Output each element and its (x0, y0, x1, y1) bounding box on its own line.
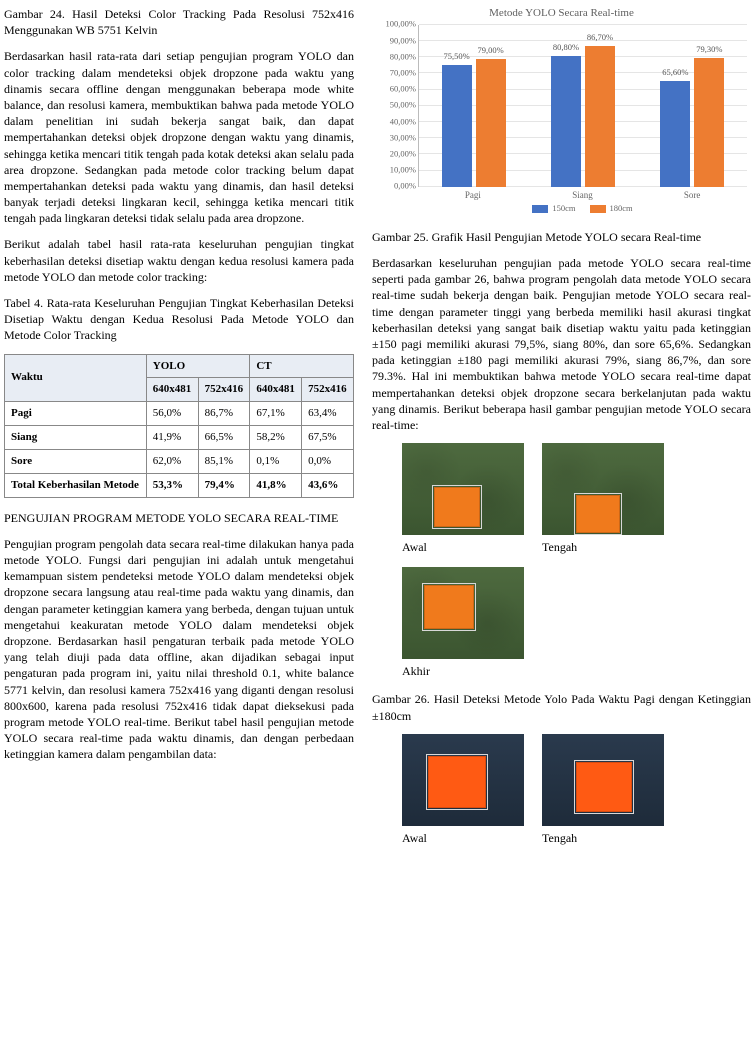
fig25-caption: Gambar 25. Grafik Hasil Pengujian Metode… (372, 229, 751, 245)
y-tick: 50,00% (390, 100, 416, 111)
cell: 67,5% (302, 426, 354, 450)
y-tick: 30,00% (390, 133, 416, 144)
img-label-tengah-2: Tengah (542, 830, 664, 846)
y-tick: 90,00% (390, 35, 416, 46)
th-sub-1: 752x416 (198, 378, 250, 402)
chart-bar: 65,60% (660, 81, 690, 187)
detection-thumb-tengah (542, 443, 664, 535)
y-tick: 100,00% (386, 19, 416, 30)
cell: 53,3% (146, 473, 198, 497)
th-waktu: Waktu (5, 354, 147, 402)
bar-value-label: 80,80% (553, 42, 579, 53)
yolo-realtime-chart: Metode YOLO Secara Real-time 100,00% 90,0… (372, 6, 751, 215)
chart-bar: 79,30% (694, 58, 724, 186)
bar-value-label: 86,70% (587, 32, 613, 43)
cell: 41,9% (146, 426, 198, 450)
detection-thumb-dark-tengah (542, 734, 664, 826)
row-label: Pagi (5, 402, 147, 426)
chart-bar: 75,50% (442, 65, 472, 187)
cell: 0,1% (250, 449, 302, 473)
table-row: Siang 41,9% 66,5% 58,2% 67,5% (5, 426, 354, 450)
cell: 41,8% (250, 473, 302, 497)
left-para-3: Pengujian program pengolah data secara r… (4, 536, 354, 763)
th-ct: CT (250, 354, 354, 378)
chart-group: 65,60%79,30% (638, 25, 747, 187)
legend-item: 180cm (590, 203, 633, 214)
left-para-1: Berdasarkan hasil rata-rata dari setiap … (4, 48, 354, 226)
cell: 63,4% (302, 402, 354, 426)
chart-group: 75,50%79,00% (419, 25, 528, 187)
y-tick: 20,00% (390, 149, 416, 160)
img-label-tengah: Tengah (542, 539, 664, 555)
y-tick: 60,00% (390, 84, 416, 95)
fig26-caption: Gambar 26. Hasil Deteksi Metode Yolo Pad… (372, 691, 751, 723)
y-tick: 70,00% (390, 68, 416, 79)
chart-title: Metode YOLO Secara Real-time (372, 6, 751, 21)
legend-item: 150cm (532, 203, 575, 214)
bar-value-label: 79,30% (696, 44, 722, 55)
detection-thumb-awal (402, 443, 524, 535)
cell: 62,0% (146, 449, 198, 473)
th-sub-0: 640x481 (146, 378, 198, 402)
chart-bar: 86,70% (585, 46, 615, 186)
detection-thumb-akhir (402, 567, 524, 659)
legend-swatch (590, 205, 606, 213)
th-yolo: YOLO (146, 354, 250, 378)
cell: 43,6% (302, 473, 354, 497)
y-tick: 10,00% (390, 165, 416, 176)
cell: 86,7% (198, 402, 250, 426)
table-row: Total Keberhasilan Metode 53,3% 79,4% 41… (5, 473, 354, 497)
row-label: Sore (5, 449, 147, 473)
legend-label: 180cm (610, 203, 633, 213)
bar-value-label: 65,60% (662, 67, 688, 78)
cell: 67,1% (250, 402, 302, 426)
table-row: Sore 62,0% 85,1% 0,1% 0,0% (5, 449, 354, 473)
right-para-1: Berdasarkan keseluruhan pengujian pada m… (372, 255, 751, 433)
fig24-caption: Gambar 24. Hasil Deteksi Color Tracking … (4, 6, 354, 38)
section-heading: PENGUJIAN PROGRAM METODE YOLO SECARA REA… (4, 510, 354, 526)
x-label: Sore (637, 189, 747, 201)
th-sub-2: 640x481 (250, 378, 302, 402)
bar-value-label: 79,00% (478, 45, 504, 56)
table4-caption: Tabel 4. Rata-rata Keseluruhan Pengujian… (4, 295, 354, 344)
x-label: Pagi (418, 189, 528, 201)
img-label-awal-2: Awal (402, 830, 524, 846)
table-row: Pagi 56,0% 86,7% 67,1% 63,4% (5, 402, 354, 426)
legend-swatch (532, 205, 548, 213)
chart-bar: 80,80% (551, 56, 581, 187)
cell: 66,5% (198, 426, 250, 450)
img-label-akhir: Akhir (402, 663, 524, 679)
y-tick: 40,00% (390, 116, 416, 127)
chart-bar: 79,00% (476, 59, 506, 187)
legend-label: 150cm (552, 203, 575, 213)
y-tick: 0,00% (394, 181, 416, 192)
img-label-awal: Awal (402, 539, 524, 555)
y-tick: 80,00% (390, 52, 416, 63)
chart-group: 80,80%86,70% (528, 25, 637, 187)
cell: 79,4% (198, 473, 250, 497)
table4: Waktu YOLO CT 640x481 752x416 640x481 75… (4, 354, 354, 498)
bar-value-label: 75,50% (444, 51, 470, 62)
cell: 0,0% (302, 449, 354, 473)
row-label: Total Keberhasilan Metode (5, 473, 147, 497)
cell: 56,0% (146, 402, 198, 426)
detection-thumb-dark-awal (402, 734, 524, 826)
cell: 85,1% (198, 449, 250, 473)
th-sub-3: 752x416 (302, 378, 354, 402)
row-label: Siang (5, 426, 147, 450)
left-para-2: Berikut adalah tabel hasil rata-rata kes… (4, 236, 354, 285)
cell: 58,2% (250, 426, 302, 450)
x-label: Siang (528, 189, 638, 201)
